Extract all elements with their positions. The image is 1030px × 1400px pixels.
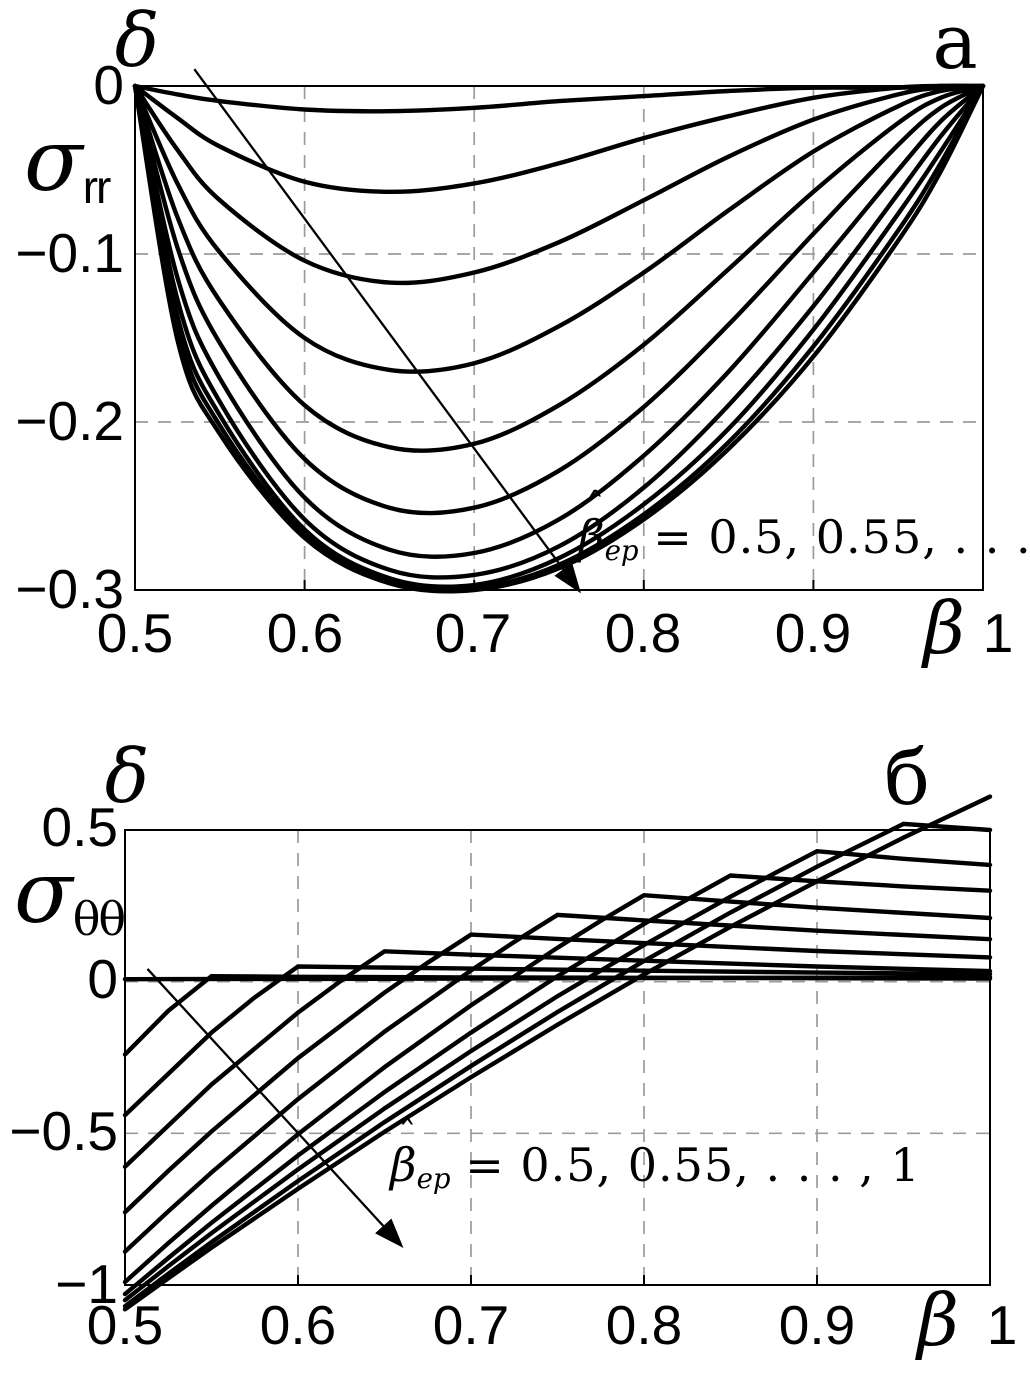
x-tick-06b: 0.6 (259, 1294, 337, 1356)
delta-label-top: δ (114, 0, 160, 84)
x-axis-label-beta-top: β (923, 586, 965, 670)
arrow-line (146, 968, 390, 1233)
x-tick-05b: 0.5 (86, 1294, 164, 1356)
x-tick-07: 0.7 (434, 602, 512, 664)
annotation-values: = 0.5, 0.55, . . . , 1.0 (653, 510, 1030, 564)
series-line-beta_ep=0.90 (122, 848, 993, 1303)
series-line-beta_ep=0.60 (132, 83, 986, 286)
arrow-head-icon (375, 1218, 404, 1248)
y-axis-label-sigma-theta: σθθ (14, 850, 126, 942)
y-tick-m05b: −0.5 (9, 1100, 118, 1162)
series-line-beta_ep=0.55 (132, 83, 986, 195)
x-tick-05: 0.5 (96, 602, 174, 664)
chart-sigma-rr (132, 68, 986, 594)
x-axis-label-beta-bottom: β (917, 1278, 959, 1362)
arrow-line (193, 68, 569, 577)
y-tick-0: 0 (93, 54, 124, 116)
series-line-beta_ep=0.75 (132, 83, 986, 516)
panel-letter-b: б (884, 733, 930, 822)
series-line-beta_ep=0.60 (122, 964, 993, 1118)
y-tick-m02: −0.2 (15, 390, 124, 452)
y-tick-m03: −0.3 (15, 558, 124, 620)
x-tick-07b: 0.7 (432, 1294, 510, 1356)
sigma-subscript: rr (82, 160, 112, 213)
series-line-beta_ep=0.55 (122, 973, 993, 1057)
y-tick-05b: 0.5 (41, 796, 118, 858)
x-tick-1b: 1 (986, 1294, 1018, 1356)
y-axis-label-sigma-rr: σrr (24, 118, 112, 213)
hat-accent: ˆ (586, 485, 605, 529)
series-line-beta_ep=0.80 (132, 83, 986, 559)
series-line-beta_ep=0.95 (132, 83, 986, 592)
series-line-beta_ep=0.95 (122, 821, 993, 1309)
sigma-symbol: σ (14, 843, 73, 943)
x-tick-06: 0.6 (266, 602, 344, 664)
series-line-beta_ep=0.65 (122, 949, 993, 1169)
sigma-subscript: θθ (72, 891, 126, 946)
x-tick-08b: 0.8 (605, 1294, 683, 1356)
delta-label-bottom: δ (104, 734, 150, 820)
arrow-head-icon (554, 562, 581, 594)
series-line-beta_ep=0.85 (132, 83, 986, 580)
annotation-values: = 0.5, 0.55, . . . , 1 (465, 1138, 921, 1192)
plot-frame (134, 85, 984, 591)
series-line-beta_ep=0.65 (132, 83, 986, 374)
series-line-beta_ep=0.90 (132, 83, 986, 589)
x-tick-09: 0.9 (774, 602, 852, 664)
y-tick-m1b: −1 (55, 1253, 118, 1315)
series-line-beta_ep=0.70 (132, 83, 986, 453)
panel-letter-a: а (932, 0, 978, 86)
series-line-beta_ep=1.00 (122, 794, 993, 1312)
series-line-beta_ep=1.00 (132, 83, 986, 594)
series-line-beta_ep=0.70 (122, 932, 993, 1215)
beta-hat-subscript: ep (416, 1161, 451, 1195)
y-tick-0b: 0 (87, 948, 118, 1010)
sigma-symbol: σ (24, 111, 83, 211)
x-tick-08: 0.8 (604, 602, 682, 664)
plot-frame (124, 829, 991, 1286)
x-tick-1: 1 (982, 602, 1014, 664)
chart-sigma-theta (122, 794, 993, 1312)
hat-accent: ˆ (398, 1113, 417, 1157)
x-tick-09b: 0.9 (778, 1294, 856, 1356)
series-line-beta_ep=0.75 (122, 912, 993, 1254)
annotation-beta-ep-bottom: β ˆ ep = 0.5, 0.55, . . . , 1 (390, 1117, 921, 1195)
beta-hat-subscript: ep (604, 533, 639, 567)
y-tick-m01: −0.1 (15, 222, 124, 284)
